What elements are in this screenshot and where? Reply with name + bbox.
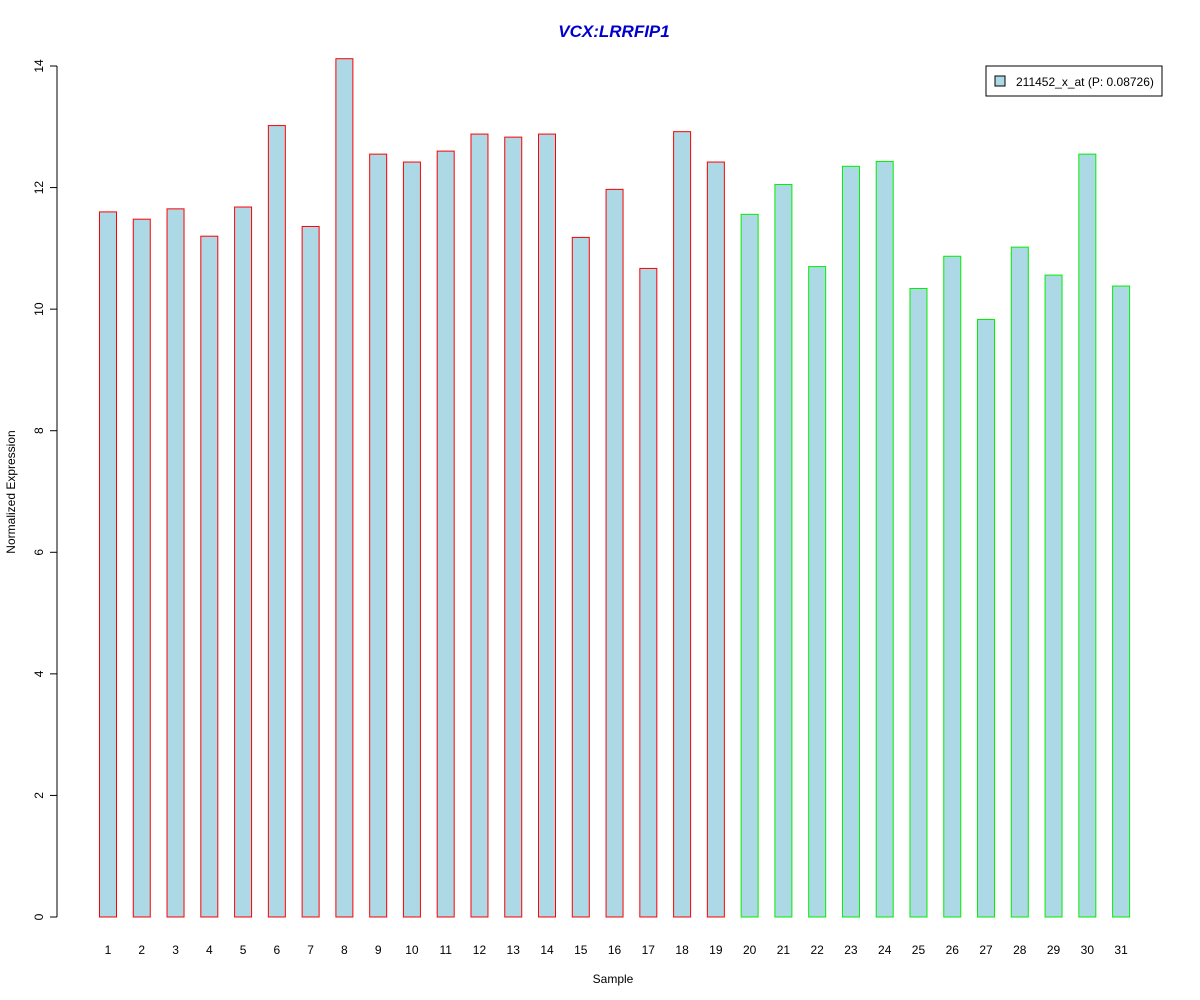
x-tick-label: 6 xyxy=(274,943,281,957)
x-tick-label: 3 xyxy=(172,943,179,957)
x-tick-label: 20 xyxy=(743,943,757,957)
x-tick-label: 11 xyxy=(439,943,452,957)
x-tick-label: 30 xyxy=(1081,943,1095,957)
y-tick-label: 10 xyxy=(32,302,46,316)
bar-sample-19 xyxy=(706,161,725,918)
bar-sample-1 xyxy=(99,211,117,918)
x-tick-label: 21 xyxy=(777,943,791,957)
bar-sample-17 xyxy=(639,267,658,918)
bar-sample-6 xyxy=(267,125,286,918)
x-tick-label: 17 xyxy=(642,943,656,957)
bars xyxy=(99,58,1131,918)
x-tick-label: 12 xyxy=(473,943,487,957)
bar-sample-18 xyxy=(673,131,692,918)
x-tick-label: 1 xyxy=(105,943,112,957)
bar-sample-13 xyxy=(504,136,523,918)
x-tick-label: 4 xyxy=(206,943,213,957)
x-tick-label: 18 xyxy=(675,943,689,957)
bar-sample-24 xyxy=(875,160,894,918)
x-tick-label: 22 xyxy=(810,943,824,957)
y-tick-label: 14 xyxy=(32,59,46,73)
x-tick-label: 26 xyxy=(946,943,960,957)
y-tick-label: 4 xyxy=(32,670,46,677)
legend-label: 211452_x_at (P: 0.08726) xyxy=(1016,75,1154,89)
bar-sample-7 xyxy=(301,225,320,918)
x-axis-labels: 1 2 3 4 5 6 7 8 9 10 11 12 13 14 15 16 17 18 19 20 21 22 23 24 2… xyxy=(105,943,1128,957)
x-tick-label: 7 xyxy=(307,943,314,957)
bar-sample-29 xyxy=(1044,274,1063,918)
bar-sample-21 xyxy=(774,184,793,918)
x-tick-label: 19 xyxy=(709,943,723,957)
x-tick-label: 8 xyxy=(341,943,348,957)
legend-swatch xyxy=(994,75,1006,87)
bar-sample-31 xyxy=(1112,285,1131,918)
y-axis: 0 2 4 6 8 10 12 14 xyxy=(32,59,58,920)
y-tick-label: 2 xyxy=(32,792,46,799)
x-tick-label: 2 xyxy=(138,943,145,957)
bar-sample-4 xyxy=(200,235,219,918)
x-tick-label: 10 xyxy=(405,943,419,957)
x-tick-label: 13 xyxy=(507,943,521,957)
x-tick-label: 14 xyxy=(540,943,554,957)
bar-sample-8 xyxy=(335,58,354,918)
x-tick-label: 16 xyxy=(608,943,622,957)
y-tick-label: 12 xyxy=(32,181,46,195)
bar-sample-14 xyxy=(538,133,557,918)
bar-sample-30 xyxy=(1078,153,1097,918)
bar-sample-28 xyxy=(1010,246,1029,918)
legend: 211452_x_at (P: 0.08726) xyxy=(985,65,1163,97)
bar-sample-12 xyxy=(470,133,489,918)
x-axis-title: Sample xyxy=(593,972,634,986)
bar-sample-2 xyxy=(132,218,151,918)
x-tick-label: 24 xyxy=(878,943,892,957)
bar-sample-26 xyxy=(943,255,962,918)
x-tick-label: 5 xyxy=(240,943,247,957)
chart-title: VCX:LRRFIP1 xyxy=(558,22,669,41)
x-tick-label: 23 xyxy=(844,943,858,957)
bar-sample-20 xyxy=(740,213,759,918)
x-tick-label: 29 xyxy=(1047,943,1061,957)
bar-sample-23 xyxy=(841,165,860,918)
x-tick-label: 31 xyxy=(1114,943,1128,957)
x-tick-label: 9 xyxy=(375,943,382,957)
legend-box xyxy=(985,65,1163,97)
bar-sample-11 xyxy=(436,150,455,918)
bar-sample-15 xyxy=(571,236,590,918)
x-tick-label: 27 xyxy=(979,943,993,957)
bar-sample-5 xyxy=(234,206,253,918)
x-tick-label: 25 xyxy=(912,943,926,957)
y-axis-title: Normalized Expression xyxy=(4,430,18,553)
bar-sample-9 xyxy=(369,153,388,918)
bar-sample-25 xyxy=(909,287,928,918)
y-tick-label: 6 xyxy=(32,549,46,556)
x-tick-label: 28 xyxy=(1013,943,1027,957)
x-tick-label: 15 xyxy=(574,943,588,957)
bar-sample-10 xyxy=(402,161,421,918)
bar-sample-16 xyxy=(605,188,624,918)
bar-sample-3 xyxy=(166,208,185,918)
bar-sample-27 xyxy=(977,318,996,918)
y-tick-label: 8 xyxy=(32,427,46,434)
bar-sample-22 xyxy=(808,266,827,918)
y-tick-label: 0 xyxy=(32,913,46,920)
